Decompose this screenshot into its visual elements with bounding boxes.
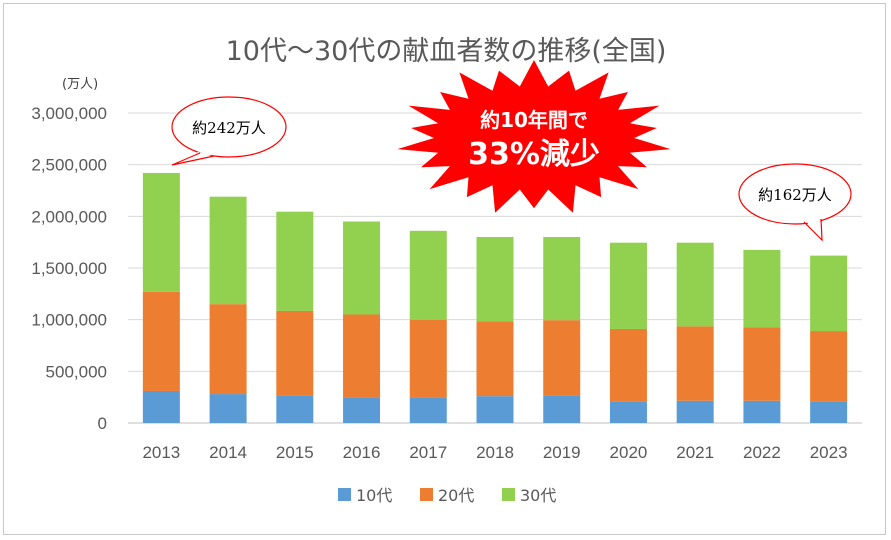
left-callout-ellipse [171, 96, 287, 158]
y-tick-label: 3,000,000 [31, 104, 107, 123]
x-tick-label: 2018 [476, 443, 514, 462]
legend-swatch [420, 488, 433, 501]
bar-segment [209, 394, 247, 423]
right-callout: 約162万人 [738, 163, 852, 242]
bar-segment [609, 401, 647, 423]
x-tick-label: 2016 [343, 443, 381, 462]
right-callout-tail [803, 218, 823, 242]
bar-segment [743, 327, 781, 401]
bar-segment [743, 249, 781, 328]
bar-segment [276, 310, 314, 396]
decrease-starburst: 約10年間で 33%減少 [397, 60, 671, 213]
bar-segment [810, 331, 848, 402]
legend: 10代 20代 30代 [338, 486, 556, 505]
bar-segment [276, 395, 314, 423]
bar-segment [142, 172, 180, 292]
bar-segment [810, 401, 848, 423]
starburst-line2: 33%減少 [468, 137, 600, 172]
bar-segment [609, 328, 647, 402]
bar-segment [142, 390, 180, 423]
bar-segment [476, 237, 514, 322]
bar-segment [343, 314, 381, 398]
right-callout-text: 約162万人 [758, 186, 832, 204]
bar-segment [409, 230, 447, 320]
bar-segment [343, 397, 381, 423]
y-axis: 0 500,000 1,000,000 1,500,000 2,000,000 2,500… [31, 104, 107, 433]
right-callout-tail-fill [805, 218, 822, 240]
legend-swatch [502, 488, 515, 501]
left-callout: 約242万人 [171, 96, 287, 166]
x-tick-label: 2020 [610, 443, 648, 462]
bar-segment [209, 196, 247, 305]
y-tick-label: 2,000,000 [31, 207, 107, 226]
x-tick-label: 2015 [276, 443, 314, 462]
y-tick-label: 1,000,000 [31, 311, 107, 330]
bar-segment [810, 255, 848, 332]
x-tick-label: 2021 [676, 443, 714, 462]
x-tick-label: 2014 [209, 443, 247, 462]
x-tick-label: 2013 [142, 443, 180, 462]
bar-segment [476, 321, 514, 397]
y-tick-label: 1,500,000 [31, 259, 107, 278]
legend-swatch [338, 488, 351, 501]
right-callout-ellipse [738, 163, 852, 225]
y-tick-label: 2,500,000 [31, 156, 107, 175]
chart-title: 10代～30代の献血者数の推移(全国) [226, 36, 667, 67]
starburst-shape [397, 60, 671, 213]
x-axis: 2013 2014 2015 2016 2017 2018 2019 2020 2021 2022… [142, 443, 847, 462]
bar-segment [409, 319, 447, 398]
x-tick-label: 2019 [543, 443, 581, 462]
bar-segment [676, 326, 714, 401]
bar-segment [676, 242, 714, 327]
legend-label: 10代 [356, 486, 392, 505]
x-tick-label: 2023 [810, 443, 848, 462]
bar-segment [142, 291, 180, 391]
starburst-line1: 約10年間で [480, 108, 588, 132]
bar-segment [476, 396, 514, 423]
bar-segment [543, 237, 581, 321]
bar-segment [543, 395, 581, 423]
legend-label: 20代 [438, 486, 474, 505]
bar-segment [276, 211, 314, 311]
bar-segment [209, 304, 247, 395]
left-callout-tail [171, 152, 215, 166]
x-tick-label: 2017 [409, 443, 447, 462]
bar-segment [743, 400, 781, 423]
y-tick-label: 0 [98, 414, 107, 433]
x-tick-label: 2022 [743, 443, 781, 462]
bar-segment [409, 397, 447, 423]
y-tick-label: 500,000 [46, 362, 107, 381]
bar-segment [676, 400, 714, 423]
legend-label: 30代 [520, 486, 556, 505]
bar-segment [609, 242, 647, 329]
left-callout-tail-fill [172, 152, 212, 165]
bar-segment [343, 221, 381, 315]
bars [142, 172, 848, 423]
bar-segment [543, 320, 581, 396]
unit-label: (万人) [62, 77, 98, 92]
left-callout-text: 約242万人 [192, 119, 266, 137]
